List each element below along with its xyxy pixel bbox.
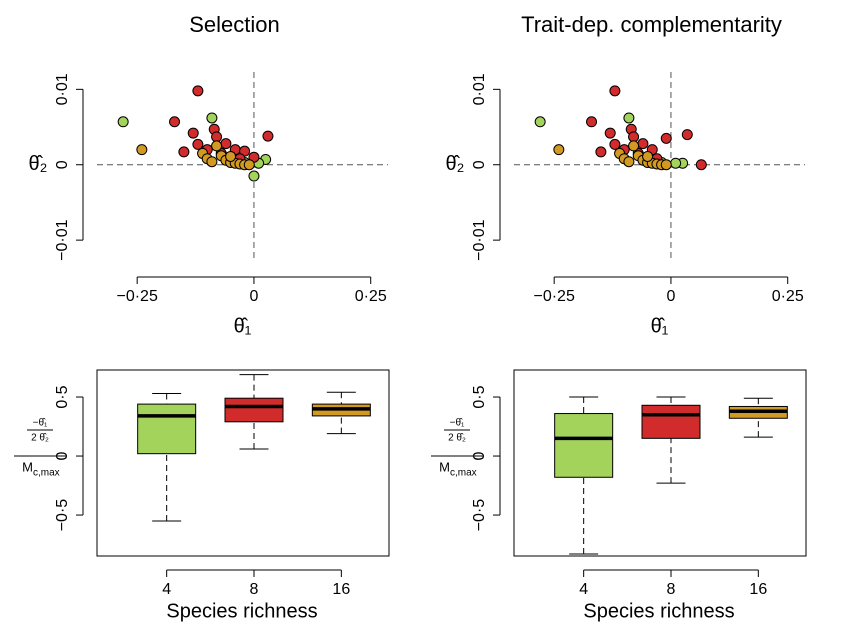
chart-title: Trait-dep. complementarity [521,12,782,37]
y-tick-label: −0·5 [54,499,71,532]
point [695,159,707,171]
x-tick-label: −0·25 [533,288,574,305]
y-label-subscript: c,max [33,468,60,479]
y-tick-label: −0·01 [54,219,71,260]
y-label-denominator: M [22,459,33,474]
point [206,156,218,168]
y-tick-label: 0 [471,160,488,169]
y-tick-label: 0·01 [471,73,488,105]
point [609,85,621,97]
x-tick-label: 8 [250,581,259,598]
x-tick-label: 0·25 [355,288,387,305]
box [137,403,197,455]
point [637,138,649,150]
point [192,85,204,97]
point [586,116,598,128]
x-tick-label: 4 [162,581,171,598]
box [641,404,701,439]
x-axis-label: θ̂₁ [234,315,252,337]
point [553,144,565,156]
y-label-inner-denominator: 2 θ̂₂ [31,432,49,444]
point [211,131,223,143]
point [628,131,640,143]
y-axis-label: θ̂₂ [446,153,465,175]
x-axis-label: θ̂₁ [651,315,669,337]
x-tick-label: 0·25 [772,288,804,305]
point [609,138,621,150]
point [642,150,654,162]
x-tick-label: 0 [249,288,258,305]
point [670,157,682,169]
x-tick-label: 8 [667,581,676,598]
point [192,138,204,150]
y-tick-label: 0·5 [54,385,71,408]
chart-title: Selection [189,12,280,37]
point [681,129,693,141]
point [595,146,607,158]
plot-frame [96,369,390,557]
x-tick-label: 16 [749,581,767,598]
point [628,140,640,152]
point [604,127,616,139]
x-tick-label: 4 [579,581,588,598]
point [136,144,148,156]
y-label-subscript: c,max [450,468,477,479]
point [534,116,546,128]
point [623,112,635,124]
point [178,146,190,158]
y-tick-label: 0·5 [471,385,488,408]
y-label-denominator: M [439,459,450,474]
point [660,132,672,144]
y-tick-label: −0·01 [471,219,488,260]
y-label-inner-denominator: 2 θ̂₂ [448,432,466,444]
x-tick-label: 16 [332,581,350,598]
y-tick-label: 0 [54,160,71,169]
y-label-numerator: −θ̂₁ [33,417,48,429]
box [224,397,284,423]
point [623,156,635,168]
point [211,140,223,152]
box [554,413,614,478]
y-axis-label: θ̂₂ [29,153,48,175]
x-axis-label: Species richness [583,600,734,622]
point [117,116,129,128]
y-label-numerator: −θ̂₁ [450,417,465,429]
point [206,112,218,124]
x-axis-label: Species richness [166,600,317,622]
point [225,150,237,162]
y-tick-label: 0·01 [54,73,71,105]
point [248,170,260,182]
x-tick-label: 0 [666,288,675,305]
point [243,159,255,171]
x-tick-label: −0·25 [116,288,157,305]
point [220,138,232,150]
point [660,159,672,171]
point [187,127,199,139]
y-tick-label: −0·5 [471,499,488,532]
point [169,116,181,128]
plot-frame [513,369,807,557]
point [262,130,274,142]
